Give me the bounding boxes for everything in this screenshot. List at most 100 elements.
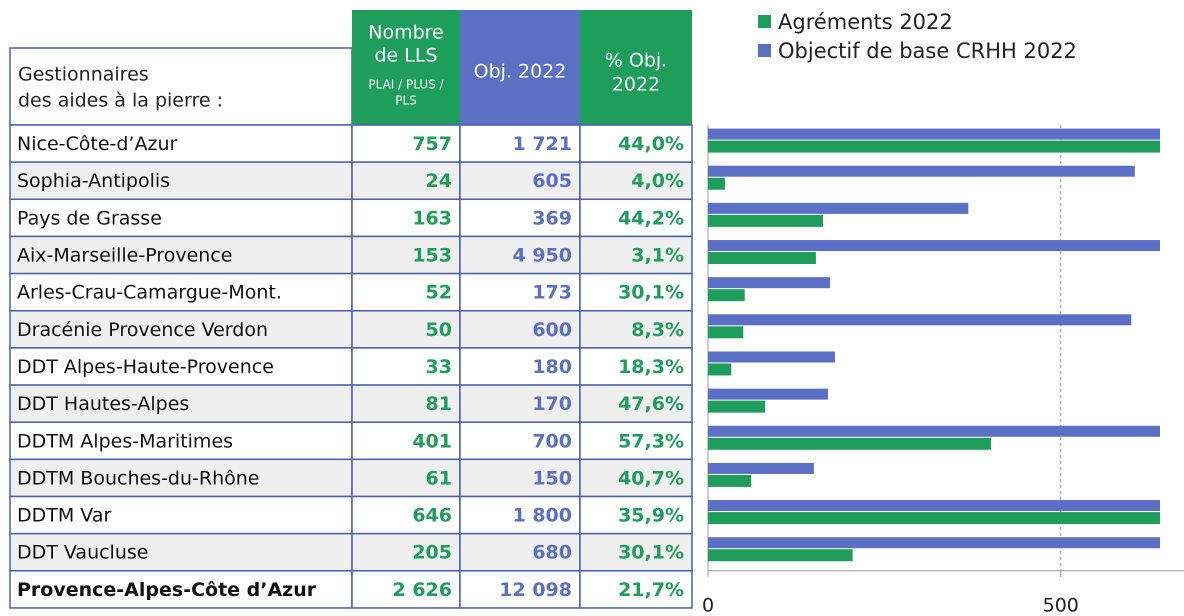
cell-value: 44,0%: [618, 133, 684, 155]
table-cell: [9, 421, 353, 461]
bar: [708, 462, 814, 474]
cell-value: 21,7%: [618, 579, 684, 601]
header-text: Nombre: [368, 22, 444, 44]
table-cell: [351, 570, 461, 609]
cell-value: 150: [532, 467, 572, 489]
cell-value: 170: [532, 393, 572, 415]
bar: [708, 140, 1160, 153]
header-text: des aides à la pierre :: [18, 90, 223, 112]
legend-swatch: [758, 15, 771, 28]
bar: [708, 537, 1160, 549]
table-cell: [459, 161, 581, 201]
cell-value: 646: [412, 505, 452, 527]
table-cell: [351, 272, 461, 312]
table-cell: [9, 532, 353, 572]
table-cell: [459, 235, 581, 275]
row-label: DDT Vaucluse: [17, 542, 148, 564]
bar: [708, 128, 1160, 140]
header-cell: [352, 10, 460, 125]
legend-label: Agréments 2022: [778, 10, 953, 34]
row-label: Dracénie Provence Verdon: [17, 319, 268, 341]
bar: [708, 202, 969, 214]
row-label: Arles-Crau-Camargue-Mont.: [17, 282, 282, 304]
x-tick-label: 0: [702, 595, 714, 616]
header-subtext: PLS: [395, 94, 417, 108]
table-cell: [579, 310, 693, 349]
bar: [708, 240, 1160, 252]
bar: [708, 500, 1160, 512]
row-label: Provence-Alpes-Côte d’Azur: [17, 579, 317, 601]
table-cell: [9, 198, 353, 238]
cell-value: 757: [412, 133, 452, 155]
row-label: Sophia-Antipolis: [17, 170, 170, 192]
bar: [708, 177, 725, 190]
x-tick-label: 500: [1043, 595, 1079, 616]
cell-value: 18,3%: [618, 356, 684, 378]
bar: [708, 388, 828, 400]
bar: [708, 425, 1160, 437]
cell-value: 57,3%: [618, 430, 684, 452]
cell-value: 35,9%: [618, 505, 684, 527]
header-subtext: PLAI / PLUS /: [368, 78, 444, 92]
bar: [708, 289, 745, 302]
cell-value: 4,0%: [631, 170, 684, 192]
cell-value: 3,1%: [631, 245, 684, 267]
cell-value: 163: [412, 207, 452, 229]
table-cell: [351, 310, 461, 349]
row-label: Aix-Marseille-Provence: [17, 245, 232, 267]
table-cell: [351, 384, 461, 423]
row-label: DDTM Bouches-du-Rhône: [17, 467, 260, 489]
row-label: DDTM Var: [17, 505, 111, 527]
cell-value: 205: [412, 542, 452, 564]
table-cell: [579, 570, 693, 609]
cell-value: 24: [426, 170, 452, 192]
bar: [708, 326, 744, 339]
table-cell: [459, 532, 581, 572]
cell-value: 401: [412, 430, 452, 452]
cell-value: 173: [532, 282, 572, 304]
header-text: 2022: [612, 74, 660, 96]
cell-value: 180: [532, 356, 572, 378]
cell-value: 1 721: [513, 133, 573, 155]
table-cell: [351, 347, 461, 386]
bar: [708, 512, 1160, 525]
cell-value: 30,1%: [618, 282, 684, 304]
cell-value: 40,7%: [618, 467, 684, 489]
table-cell: [459, 570, 581, 609]
bar: [708, 437, 991, 450]
cell-value: 81: [426, 393, 452, 415]
cell-value: 605: [532, 170, 572, 192]
row-label: DDT Hautes-Alpes: [17, 393, 189, 415]
cell-value: 12 098: [499, 579, 572, 601]
bar: [708, 400, 766, 413]
row-label: DDT Alpes-Haute-Provence: [17, 356, 274, 378]
bar: [708, 314, 1132, 326]
cell-value: 369: [532, 207, 572, 229]
legend-swatch: [758, 44, 771, 57]
table-cell: [579, 421, 693, 461]
cell-value: 44,2%: [618, 207, 684, 229]
cell-value: 700: [532, 430, 572, 452]
plot-area: [708, 128, 1160, 562]
row-label: Pays de Grasse: [17, 207, 162, 229]
cell-value: 30,1%: [618, 542, 684, 564]
header-cell: [9, 47, 353, 126]
table-cell: [579, 235, 693, 275]
header-text: % Obj.: [605, 50, 667, 72]
bar: [708, 474, 752, 487]
cell-value: 4 950: [513, 245, 573, 267]
table-cell: [459, 272, 581, 312]
table-cell: [579, 347, 693, 386]
table-cell: [459, 347, 581, 386]
cell-value: 2 626: [393, 579, 453, 601]
row-label: DDTM Alpes-Maritimes: [17, 430, 233, 452]
table-cell: [351, 421, 461, 461]
header-text: Obj. 2022: [474, 61, 567, 83]
bar: [708, 214, 823, 227]
header-cell: [580, 10, 692, 125]
bar: [708, 277, 831, 289]
header-cell: [460, 10, 580, 125]
table-cell: [459, 198, 581, 238]
cell-value: 50: [426, 319, 452, 341]
table-cell: [351, 532, 461, 572]
